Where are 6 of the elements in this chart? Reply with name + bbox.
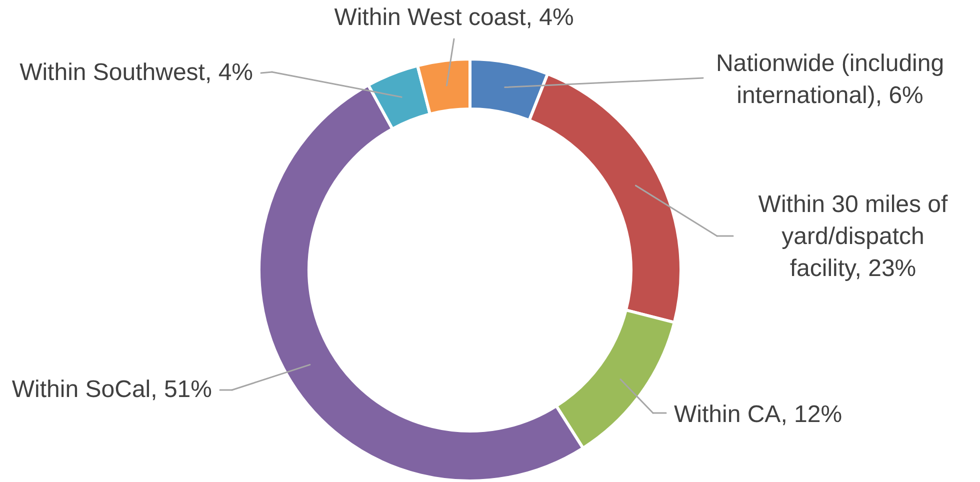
slice-label: Within West coast, 4% [334,4,574,31]
slice-label: Within Southwest, 4% [20,59,253,86]
slice-label: Within CA, 12% [674,401,842,428]
slice-label: Nationwide (including international), 6% [716,50,944,109]
slice-label: Within SoCal, 51% [12,376,212,403]
slice-label: Within 30 miles of yard/dispatch facility, 23% [758,191,948,282]
